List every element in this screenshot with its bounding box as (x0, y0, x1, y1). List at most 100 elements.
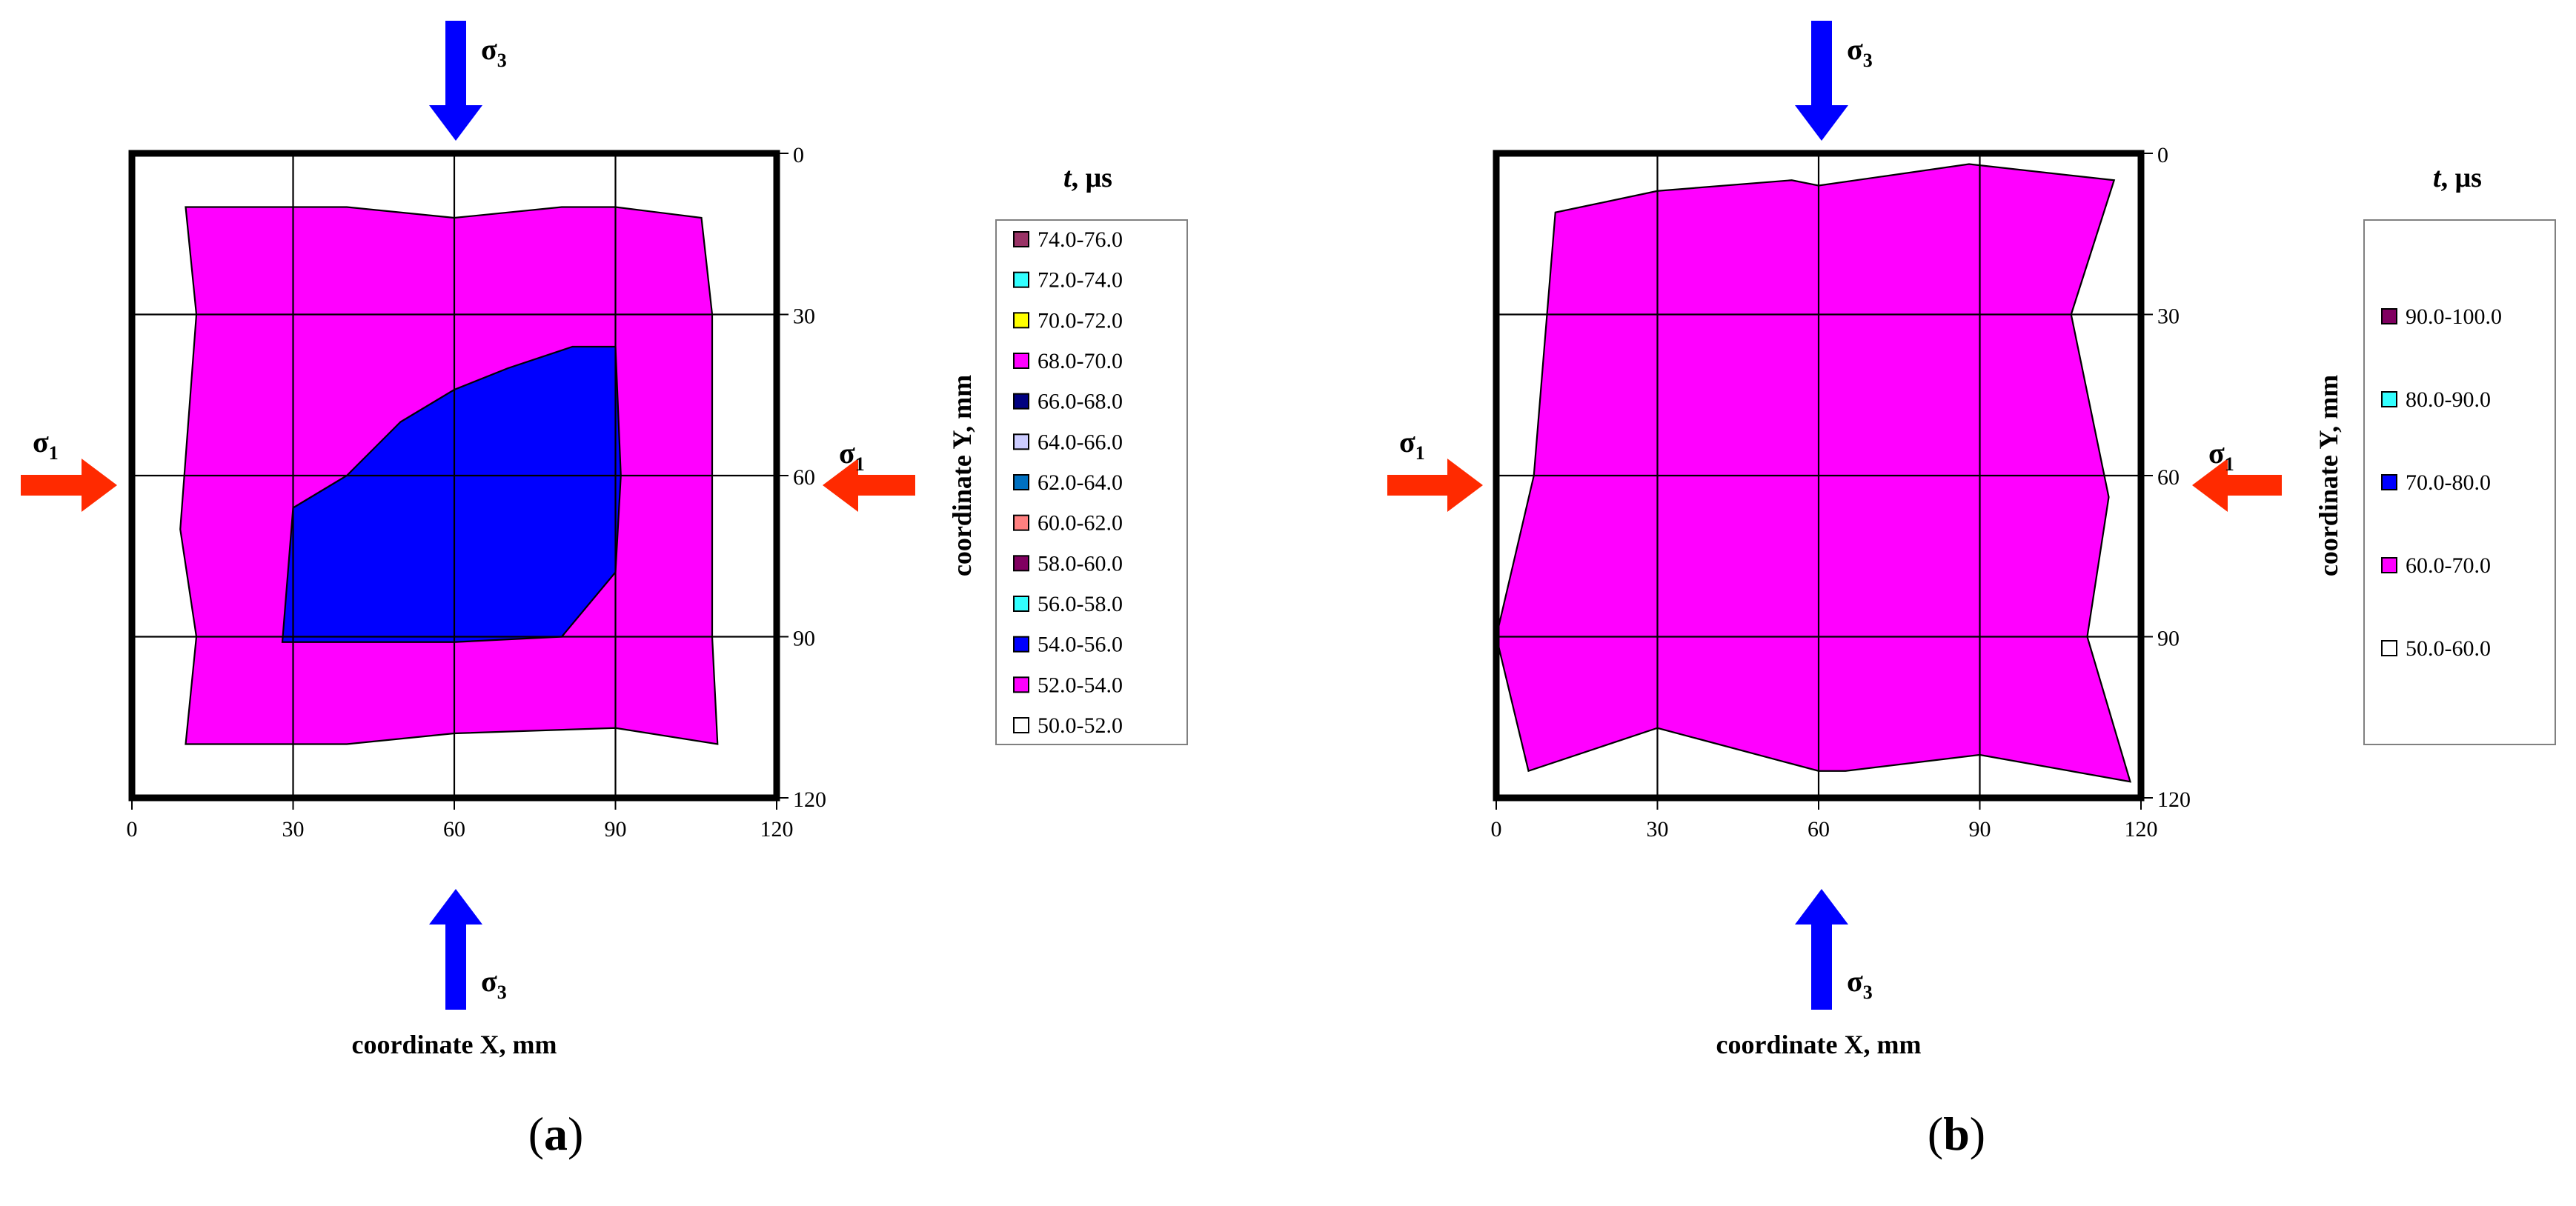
sigma3-top-label-subscript: 3 (497, 50, 507, 71)
legend-swatch-50.0-60.0 (2381, 640, 2397, 656)
sigma3-top-label: σ3 (481, 33, 507, 71)
y-tick-label-30: 30 (793, 304, 815, 329)
contour-region-60.0-70.0 (1495, 163, 2132, 783)
panel-label-letter: b (1943, 1107, 1970, 1160)
x-tick-label-0: 0 (127, 817, 138, 842)
x-tick-label-30: 30 (282, 817, 305, 842)
legend-swatch-90.0-100.0 (2381, 308, 2397, 324)
sigma1-right-label-subscript: 1 (855, 453, 865, 475)
sigma1-right-label-subscript: 1 (2225, 453, 2234, 475)
sigma1-right-label: σ1 (2208, 436, 2234, 475)
legend-title-var: t (1063, 162, 1072, 193)
x-axis-title: coordinate X, mm (352, 1030, 557, 1059)
legend-swatch-56.0-58.0 (1013, 596, 1029, 612)
legend-swatch-72.0-74.0 (1013, 271, 1029, 288)
legend-label-74.0-76.0: 74.0-76.0 (1038, 227, 1123, 252)
sigma3-top-label: σ3 (1847, 33, 1873, 71)
y-tick-label-60: 60 (793, 465, 815, 490)
sigma1-right-label: σ1 (839, 436, 865, 475)
legend-title-var: t (2433, 162, 2442, 193)
y-tick-label-120: 120 (793, 787, 826, 812)
legend-label-80.0-90.0: 80.0-90.0 (2406, 387, 2491, 412)
x-tick-label-120: 120 (760, 817, 794, 842)
panel-label-open: ( (528, 1107, 544, 1160)
y-tick-label-60: 60 (2157, 465, 2180, 490)
y-axis-title: coordinate Y, mm (2314, 375, 2343, 576)
sigma1-left-label: σ1 (33, 425, 59, 464)
legend-label-56.0-58.0: 56.0-58.0 (1038, 592, 1123, 616)
sigma1-left-label-subscript: 1 (1415, 442, 1425, 464)
panel-label-close: ) (1970, 1107, 1985, 1160)
sigma3-bottom-label-subscript: 3 (1863, 982, 1873, 1003)
legend-label-90.0-100.0: 90.0-100.0 (2406, 304, 2502, 329)
panel-a: 0 30 60 90 120 0 30 60 90 120 coordinate X, mm coor… (21, 21, 1188, 1160)
y-tick-label-0: 0 (793, 143, 804, 167)
legend-swatch-54.0-56.0 (1013, 636, 1029, 653)
x-tick-label-60: 60 (443, 817, 465, 842)
legend-label-64.0-66.0: 64.0-66.0 (1038, 430, 1123, 454)
panel-b: 0 30 60 90 120 0 30 60 90 120 coordinate X, mm coor… (1387, 21, 2556, 1160)
sigma1-left-label-symbol: σ (1399, 425, 1415, 459)
x-tick-label-60: 60 (1807, 817, 1830, 842)
legend-swatch-80.0-90.0 (2381, 391, 2397, 407)
sigma3-bottom-label-subscript: 3 (497, 982, 507, 1003)
y-tick-label-90: 90 (2157, 627, 2180, 651)
legend-swatch-70.0-80.0 (2381, 474, 2397, 490)
sigma3-top-arrow (1795, 21, 1848, 141)
legend-swatch-58.0-60.0 (1013, 555, 1029, 572)
sigma1-right-arrow (823, 459, 915, 512)
legend-swatch-60.0-70.0 (2381, 557, 2397, 573)
x-axis-title: coordinate X, mm (1716, 1030, 1922, 1059)
sigma1-left-label-symbol: σ (33, 425, 49, 459)
sigma1-left-arrow (1387, 459, 1483, 512)
legend-label-62.0-64.0: 62.0-64.0 (1038, 470, 1123, 495)
sigma3-bottom-label: σ3 (1847, 965, 1873, 1003)
y-tick-label-30: 30 (2157, 304, 2180, 329)
sigma1-right-label-symbol: σ (839, 436, 855, 470)
legend-swatch-52.0-54.0 (1013, 676, 1029, 693)
legend-swatch-62.0-64.0 (1013, 474, 1029, 490)
legend-swatch-70.0-72.0 (1013, 312, 1029, 329)
y-axis-title: coordinate Y, mm (947, 375, 977, 576)
legend-swatch-74.0-76.0 (1013, 231, 1029, 247)
sigma3-bottom-label: σ3 (481, 965, 507, 1003)
sigma1-right-arrow (2192, 459, 2282, 512)
legend-label-70.0-72.0: 70.0-72.0 (1038, 308, 1123, 333)
sigma3-top-arrow (429, 21, 482, 141)
sigma3-bottom-label-symbol: σ (1847, 965, 1863, 998)
sigma1-right-label-symbol: σ (2208, 436, 2225, 470)
legend-label-60.0-70.0: 60.0-70.0 (2406, 553, 2491, 578)
legend-title: t, μs (2433, 162, 2482, 193)
sigma3-bottom-arrow (429, 889, 482, 1010)
legend-label-72.0-74.0: 72.0-74.0 (1038, 268, 1123, 293)
sigma1-left-label-subscript: 1 (49, 442, 59, 464)
sigma1-left-arrow (21, 459, 117, 512)
legend-label-66.0-68.0: 66.0-68.0 (1038, 390, 1123, 414)
y-tick-label-0: 0 (2157, 143, 2168, 167)
contour-region-54.0-56.0 (281, 345, 622, 643)
legend-label-54.0-56.0: 54.0-56.0 (1038, 633, 1123, 657)
legend-label-50.0-60.0: 50.0-60.0 (2406, 636, 2491, 661)
panel-label-letter: a (544, 1107, 568, 1160)
panel-label-open: ( (1928, 1107, 1943, 1160)
plot-frame (1493, 150, 2145, 802)
x-tick-label-90: 90 (1969, 817, 1991, 842)
legend-swatch-66.0-68.0 (1013, 393, 1029, 410)
legend-label-68.0-70.0: 68.0-70.0 (1038, 349, 1123, 373)
panel-label: (b) (1928, 1107, 1985, 1160)
legend-label-52.0-54.0: 52.0-54.0 (1038, 673, 1123, 697)
legend-swatch-60.0-62.0 (1013, 514, 1029, 531)
y-tick-label-120: 120 (2157, 787, 2191, 812)
x-tick-label-120: 120 (2125, 817, 2158, 842)
sigma3-top-label-symbol: σ (1847, 33, 1863, 66)
legend-title-unit: , μs (1072, 162, 1112, 193)
legend-swatch-68.0-70.0 (1013, 353, 1029, 369)
panel-label: (a) (528, 1107, 584, 1160)
x-tick-label-0: 0 (1491, 817, 1502, 842)
sigma3-top-label-subscript: 3 (1863, 50, 1873, 71)
sigma1-left-label: σ1 (1399, 425, 1425, 464)
legend-label-58.0-60.0: 58.0-60.0 (1038, 551, 1123, 576)
panel-label-close: ) (568, 1107, 583, 1160)
